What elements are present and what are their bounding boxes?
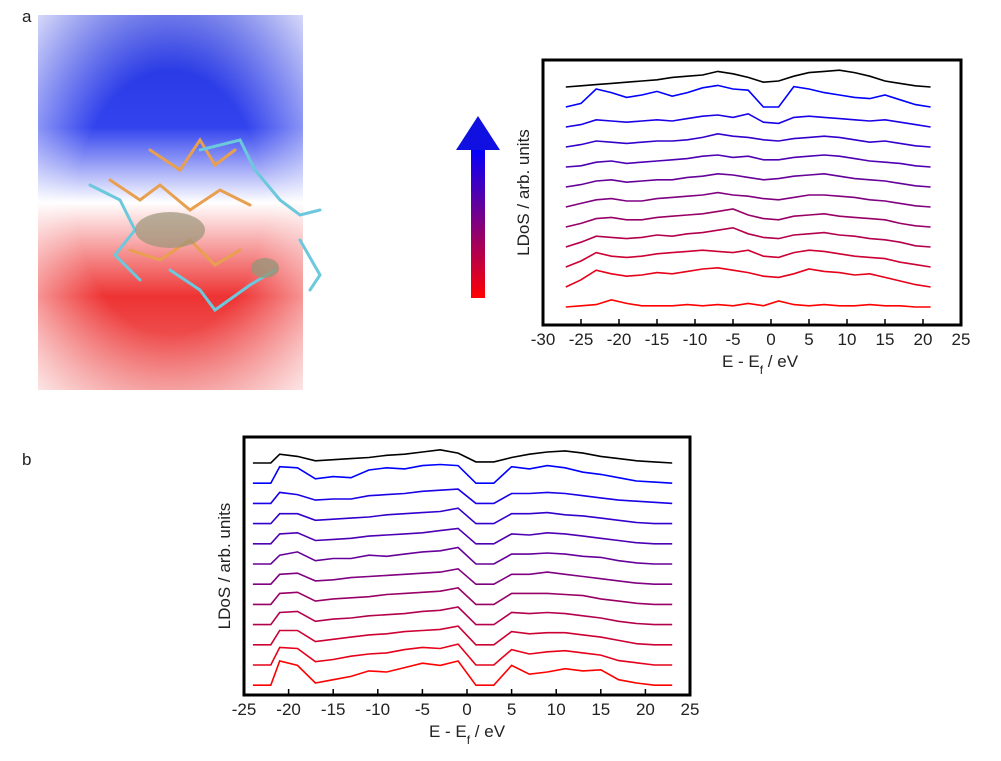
x-label-rest: / eV: [470, 722, 506, 741]
panel-label: a: [22, 7, 32, 26]
ldos-line: [565, 84, 931, 108]
ldos-line: [252, 643, 673, 666]
ldos-line: [252, 546, 673, 565]
x-tick-label: -10: [366, 700, 391, 719]
ldos-line: [252, 507, 673, 525]
x-tick-label: -5: [725, 330, 740, 349]
ldos-line: [565, 266, 931, 288]
x-label-sub: f: [760, 363, 764, 377]
x-tick-label: 5: [804, 330, 813, 349]
y-axis-label: LDoS / arb. units: [514, 129, 533, 256]
panel-label: b: [22, 450, 31, 469]
ldos-line: [565, 154, 931, 168]
ldos-line: [565, 208, 931, 228]
ldos-line: [565, 249, 931, 268]
ldos-line: [252, 587, 673, 606]
x-tick-label: -20: [607, 330, 632, 349]
x-tick-label: -30: [531, 330, 556, 349]
ldos-line: [252, 488, 673, 505]
molecule-image: [38, 15, 322, 390]
ldos-line: [565, 132, 931, 148]
ldos-line: [252, 606, 673, 626]
x-tick-label: 0: [766, 330, 775, 349]
x-tick-label: -15: [321, 700, 346, 719]
ldos-line: [252, 463, 673, 484]
x-tick-label: 5: [507, 700, 516, 719]
arrow: [456, 116, 500, 298]
ldos-line: [252, 448, 673, 464]
x-tick-label: 10: [547, 700, 566, 719]
x-tick-label: -15: [645, 330, 670, 349]
x-label-rest: / eV: [763, 352, 799, 371]
x-tick-label: 20: [636, 700, 655, 719]
ldos-line: [252, 567, 673, 585]
x-tick-label: -25: [569, 330, 594, 349]
plot-frame: [541, 58, 963, 327]
ldos-line: [565, 69, 931, 88]
x-tick-label: 25: [952, 330, 971, 349]
x-tick-label: 20: [914, 330, 933, 349]
ldos-line: [565, 191, 931, 208]
x-tick-label: -25: [232, 700, 257, 719]
x-tick-label: -10: [683, 330, 708, 349]
x-axis-label: E - Ef / eV: [429, 722, 506, 747]
x-label-main: E - E: [429, 722, 467, 741]
x-tick-label: 10: [838, 330, 857, 349]
x-axis-label: E - Ef / eV: [722, 352, 799, 377]
x-tick-label: 25: [681, 700, 700, 719]
ldos-line: [252, 527, 673, 545]
ldos-line: [252, 625, 673, 646]
x-tick-label: 0: [462, 700, 471, 719]
ldos-line: [252, 660, 673, 686]
x-tick-label: 15: [591, 700, 610, 719]
ldos-line: [565, 172, 931, 188]
x-label-main: E - E: [722, 352, 760, 371]
x-label-sub: f: [467, 733, 471, 747]
y-axis-label: LDoS / arb. units: [215, 503, 234, 630]
x-tick-label: -5: [415, 700, 430, 719]
ldos-line: [565, 226, 931, 248]
ldos-line: [565, 112, 931, 128]
ldos-line: [565, 298, 931, 308]
x-tick-label: 15: [876, 330, 895, 349]
x-tick-label: -20: [276, 700, 301, 719]
